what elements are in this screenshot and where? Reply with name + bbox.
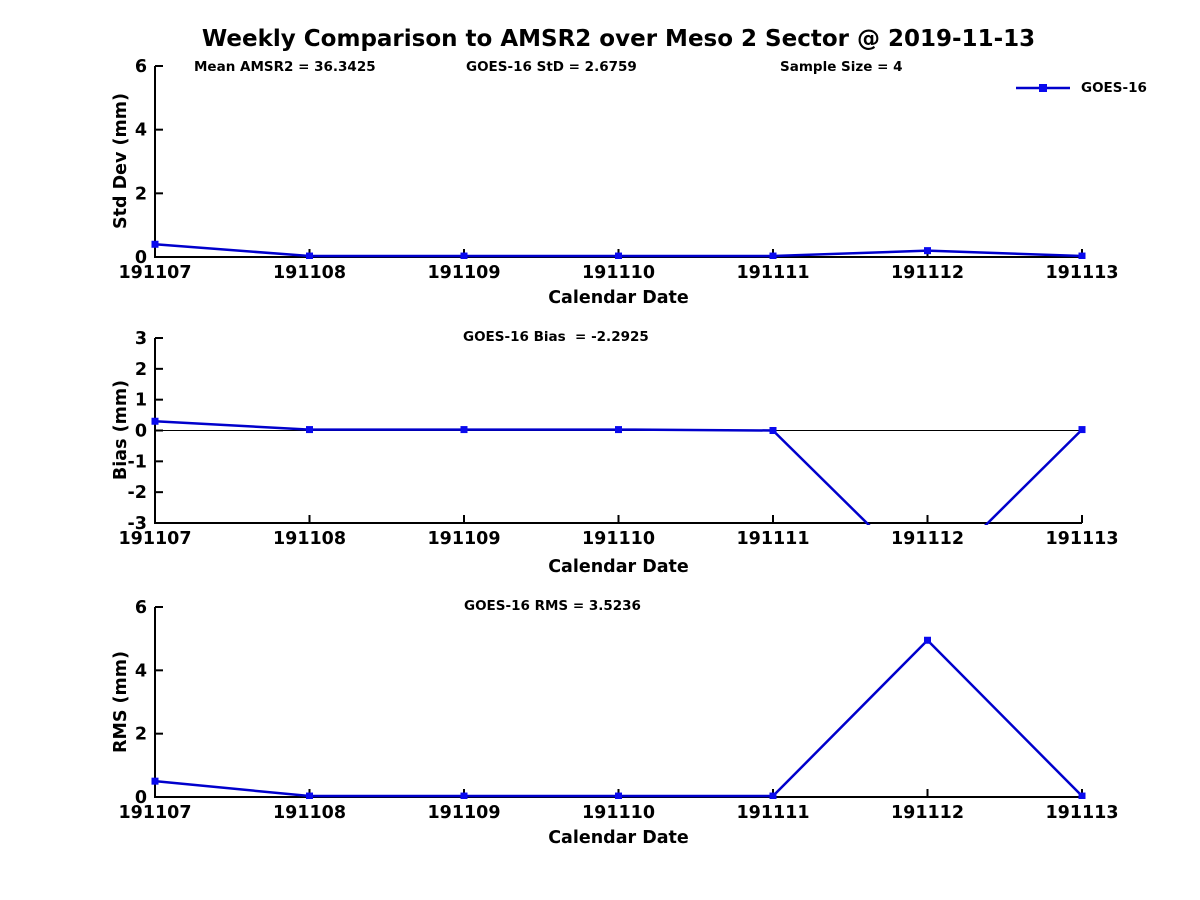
y-axis-ticks: 0 2 4 6 xyxy=(135,57,163,268)
y-tick-label: 6 xyxy=(135,598,147,618)
data-point xyxy=(151,777,159,785)
y-tick-label: 6 xyxy=(135,57,147,77)
data-line xyxy=(154,420,1083,525)
x-tick-label: 191107 xyxy=(118,803,191,823)
y-axis-ticks: 0 2 4 6 xyxy=(135,598,163,808)
legend: GOES-16 xyxy=(1015,80,1147,96)
data-point xyxy=(924,247,931,255)
legend-label: GOES-16 xyxy=(1081,80,1147,96)
x-tick-label: 191110 xyxy=(582,803,655,823)
x-tick-label: 191107 xyxy=(118,263,191,283)
axes-spines xyxy=(154,607,1082,798)
y-tick-label: 1 xyxy=(135,391,147,411)
data-point xyxy=(924,579,931,586)
data-point xyxy=(1078,426,1086,434)
x-tick-label: 191109 xyxy=(427,803,500,823)
data-point xyxy=(460,426,468,434)
data-point xyxy=(1078,792,1086,799)
y-tick-label: -3 xyxy=(128,514,147,534)
y-tick-label: 3 xyxy=(135,329,147,349)
y-tick-label: 0 xyxy=(135,788,147,808)
x-tick-label: 191113 xyxy=(1045,803,1118,823)
y-tick-label: 0 xyxy=(135,422,147,442)
data-point xyxy=(460,252,468,259)
x-axis-ticks: 191107 191108 191109 191110 191111 191112 1911… xyxy=(118,249,1119,283)
x-tick-label: 191113 xyxy=(1045,529,1118,549)
annotation-goes16-std: GOES-16 StD = 2.6759 xyxy=(466,59,637,75)
annotation-goes16-bias: GOES-16 Bias = -2.2925 xyxy=(463,329,649,345)
data-markers xyxy=(151,240,1086,259)
x-tick-label: 191112 xyxy=(891,529,964,549)
subplot-2: -3 -2 -1 0 1 2 3 191107 191108 191109 191110 191111… xyxy=(118,329,1119,586)
data-point xyxy=(615,426,622,434)
annotation-goes16-rms: GOES-16 RMS = 3.5236 xyxy=(464,598,641,614)
x-axis-label-calendar-date-2: Calendar Date xyxy=(548,557,689,577)
data-line xyxy=(154,638,1083,798)
x-axis-ticks: 191107 191108 191109 191110 191111 191112 1911… xyxy=(118,789,1119,823)
subplot-3: 0 2 4 6 191107 191108 191109 191110 191111 191112… xyxy=(118,598,1118,823)
chart-title: Weekly Comparison to AMSR2 over Meso 2 S… xyxy=(201,26,1036,52)
x-axis-label-calendar-date-3: Calendar Date xyxy=(548,828,689,848)
y-tick-label: 4 xyxy=(135,661,147,681)
data-point xyxy=(769,252,777,259)
x-tick-label: 191109 xyxy=(427,529,500,549)
x-tick-label: 191107 xyxy=(118,529,191,549)
x-tick-label: 191111 xyxy=(736,803,809,823)
y-tick-label: 2 xyxy=(135,184,147,204)
data-point xyxy=(615,252,622,259)
data-point xyxy=(306,792,313,799)
data-point xyxy=(615,792,622,799)
annotation-mean-amsr2: Mean AMSR2 = 36.3425 xyxy=(194,59,376,75)
data-point xyxy=(151,417,159,425)
x-axis-ticks: 191107 191108 191109 191110 191111 191112 1911… xyxy=(118,515,1119,549)
data-point xyxy=(924,636,931,644)
x-tick-label: 191111 xyxy=(736,263,809,283)
data-point xyxy=(769,427,777,434)
x-tick-label: 191112 xyxy=(891,803,964,823)
y-axis-ticks: -3 -2 -1 0 1 2 3 xyxy=(128,329,163,534)
y-tick-label: 2 xyxy=(135,725,147,745)
x-tick-label: 191111 xyxy=(736,529,809,549)
y-tick-label: 2 xyxy=(135,360,147,380)
x-tick-label: 191108 xyxy=(273,803,346,823)
data-markers xyxy=(151,417,1086,586)
y-tick-label: 4 xyxy=(135,121,147,141)
legend-line-marker-icon xyxy=(1016,84,1070,92)
subplot-1: 0 2 4 6 191107 191108 191109 191110 191111 191112… xyxy=(118,57,1118,283)
y-tick-label: 0 xyxy=(135,248,147,268)
x-tick-label: 191108 xyxy=(273,263,346,283)
x-tick-label: 191108 xyxy=(273,529,346,549)
axes-spines xyxy=(154,66,1082,258)
x-tick-label: 191109 xyxy=(427,263,500,283)
x-tick-label: 191113 xyxy=(1045,263,1118,283)
data-point xyxy=(306,252,313,259)
y-tick-label: -2 xyxy=(128,483,147,503)
data-point xyxy=(460,792,468,799)
data-point xyxy=(1078,252,1086,259)
x-tick-label: 191112 xyxy=(891,263,964,283)
y-tick-label: -1 xyxy=(128,452,147,472)
x-tick-label: 191110 xyxy=(582,529,655,549)
annotation-sample-size: Sample Size = 4 xyxy=(780,59,903,75)
data-point xyxy=(769,792,777,799)
data-point xyxy=(306,426,313,434)
x-tick-label: 191110 xyxy=(582,263,655,283)
x-axis-label-calendar-date-1: Calendar Date xyxy=(548,288,689,308)
data-markers xyxy=(151,636,1086,799)
data-point xyxy=(151,240,159,248)
